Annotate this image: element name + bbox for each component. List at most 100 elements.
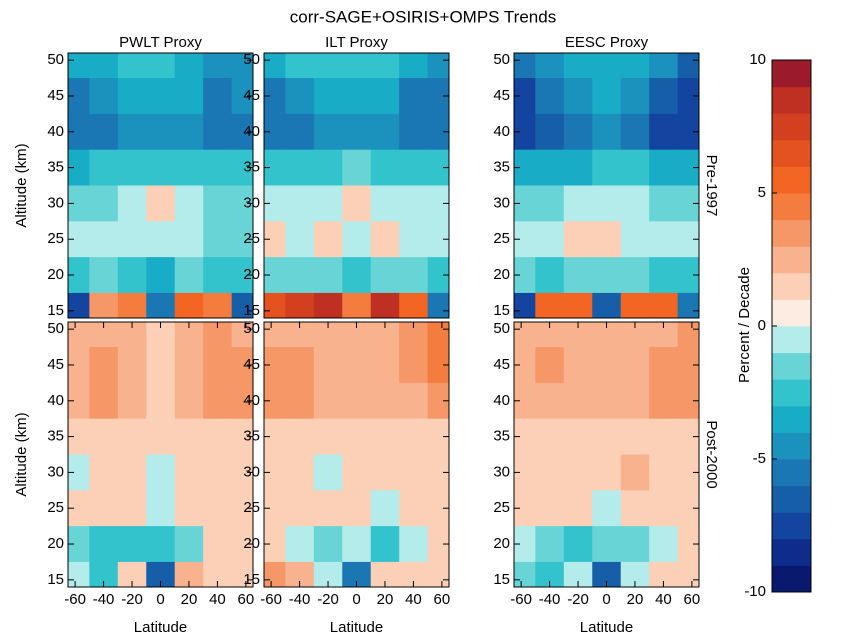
cell <box>89 418 119 455</box>
cell <box>117 292 147 318</box>
cell <box>285 526 315 563</box>
y-tick-label: 50 <box>47 320 64 337</box>
colorbar-swatch <box>772 60 811 88</box>
cell <box>264 490 286 527</box>
cell <box>231 149 253 186</box>
cell <box>117 526 147 563</box>
colorbar-swatch <box>772 326 811 354</box>
x-axis-label: Latitude <box>134 619 187 636</box>
cell <box>231 561 253 587</box>
cell <box>231 185 253 222</box>
cell <box>285 113 315 151</box>
cell <box>514 53 536 79</box>
cell <box>535 149 565 186</box>
cells <box>514 322 699 587</box>
cell <box>370 53 400 79</box>
cell <box>620 113 650 151</box>
cell <box>677 257 699 294</box>
cell <box>203 347 233 384</box>
cell <box>313 78 343 115</box>
cell <box>592 347 622 384</box>
cell <box>649 292 679 318</box>
cell <box>203 490 233 527</box>
panel-title: ILT Proxy <box>325 34 388 51</box>
cell <box>285 185 315 222</box>
y-tick-label: 45 <box>47 87 64 104</box>
y-tick-label: 25 <box>243 499 260 516</box>
cell <box>370 382 400 420</box>
cell <box>285 53 315 79</box>
cell <box>264 78 286 115</box>
y-tick-label: 35 <box>47 159 64 176</box>
cell <box>399 257 429 294</box>
x-tick-label: -60 <box>260 591 282 608</box>
cell <box>514 257 536 294</box>
cell <box>342 149 372 186</box>
cell <box>117 490 147 527</box>
cell <box>535 454 565 491</box>
cell <box>649 149 679 186</box>
cell <box>68 292 90 318</box>
x-tick-label: 60 <box>238 591 255 608</box>
colorbar-swatch <box>772 485 811 513</box>
cell <box>174 382 204 420</box>
cell <box>89 347 119 384</box>
cell <box>203 292 233 318</box>
x-tick-label: -20 <box>567 591 589 608</box>
cell <box>514 292 536 318</box>
cell <box>342 347 372 384</box>
cell <box>231 292 253 318</box>
cell <box>649 454 679 491</box>
cell <box>535 526 565 563</box>
cell <box>146 185 176 222</box>
cell <box>514 322 536 348</box>
cell <box>146 149 176 186</box>
colorbar-swatch <box>772 113 811 141</box>
cell <box>146 526 176 563</box>
cell <box>264 185 286 222</box>
cell <box>117 149 147 186</box>
cell <box>514 561 536 587</box>
cell <box>174 53 204 79</box>
colorbar-swatch <box>772 246 811 274</box>
cell <box>563 185 593 222</box>
y-tick-label: 25 <box>493 230 510 247</box>
cell <box>535 347 565 384</box>
cell <box>285 418 315 455</box>
cell <box>231 221 253 258</box>
cell <box>68 149 90 186</box>
colorbar-swatch <box>772 166 811 194</box>
cells <box>264 53 449 318</box>
cell <box>563 292 593 318</box>
cell <box>427 347 449 384</box>
cell <box>342 418 372 455</box>
cell <box>427 490 449 527</box>
cell <box>117 78 147 115</box>
cell <box>620 454 650 491</box>
cell <box>427 526 449 563</box>
cell <box>117 418 147 455</box>
cell <box>264 561 286 587</box>
cell <box>313 292 343 318</box>
y-tick-label: 50 <box>243 320 260 337</box>
cell <box>174 149 204 186</box>
y-tick-label: 20 <box>493 535 510 552</box>
cell <box>146 382 176 420</box>
cell <box>620 185 650 222</box>
cell <box>264 454 286 491</box>
cell <box>592 53 622 79</box>
cell <box>203 185 233 222</box>
x-tick-label: 40 <box>405 591 422 608</box>
colorbar-tick-label: 10 <box>749 51 766 68</box>
colorbar-swatch <box>772 299 811 327</box>
cell <box>370 454 400 491</box>
cell <box>264 221 286 258</box>
cell <box>563 347 593 384</box>
y-tick-label: 45 <box>243 87 260 104</box>
panel-title: EESC Proxy <box>565 34 649 51</box>
y-tick-label: 35 <box>47 428 64 445</box>
cell <box>535 113 565 151</box>
cell <box>535 185 565 222</box>
x-tick-label: 60 <box>684 591 701 608</box>
y-tick-label: 40 <box>493 392 510 409</box>
